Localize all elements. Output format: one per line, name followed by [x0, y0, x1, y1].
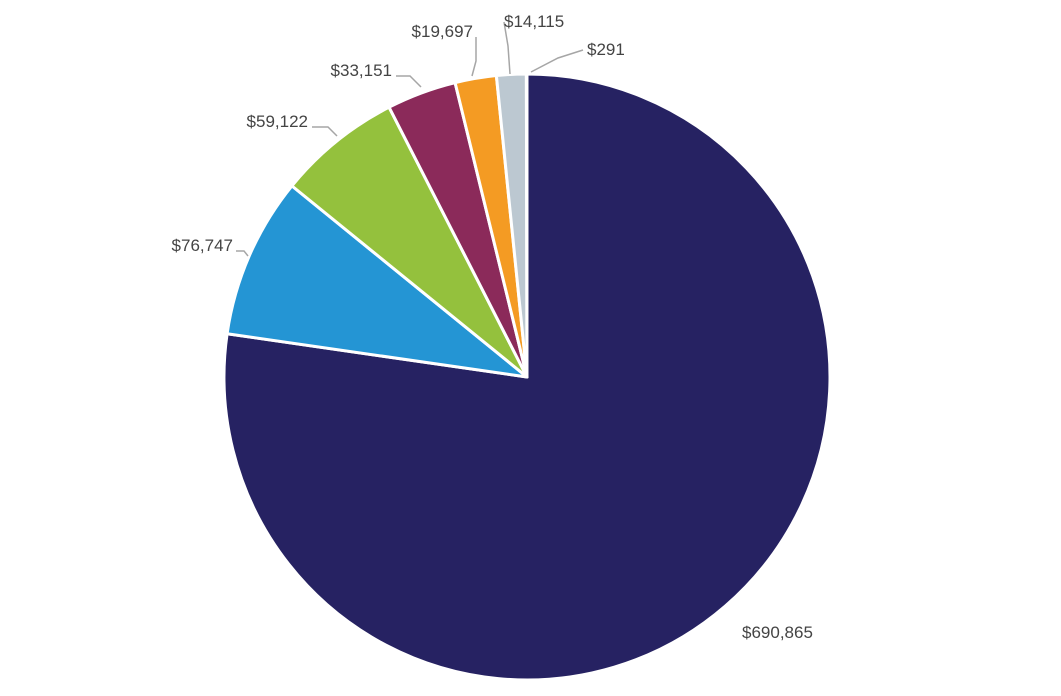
leader-lines [236, 21, 584, 257]
leader-line-2 [236, 250, 249, 257]
pie-slice-2 [225, 184, 529, 379]
data-label-7: $291 [587, 40, 625, 59]
data-label-4: $33,151 [331, 61, 392, 80]
leader-line-7 [530, 49, 584, 73]
data-label-3: $59,122 [247, 112, 308, 131]
leader-line-6 [503, 21, 511, 75]
leader-line-3 [312, 126, 338, 137]
data-label-2: $76,747 [172, 236, 233, 255]
leader-line-4 [396, 75, 422, 88]
leader-line-5 [471, 37, 477, 77]
pie-slice-3 [290, 105, 529, 379]
data-label-1: $690,865 [742, 623, 813, 642]
pie-slices [222, 72, 832, 682]
data-label-5: $19,697 [412, 22, 473, 41]
pie-slice-7 [524, 72, 529, 379]
data-label-6: $14,115 [504, 12, 564, 31]
data-labels: $690,865 $76,747 $59,122 $33,151 $19,697 $14,… [172, 12, 813, 642]
